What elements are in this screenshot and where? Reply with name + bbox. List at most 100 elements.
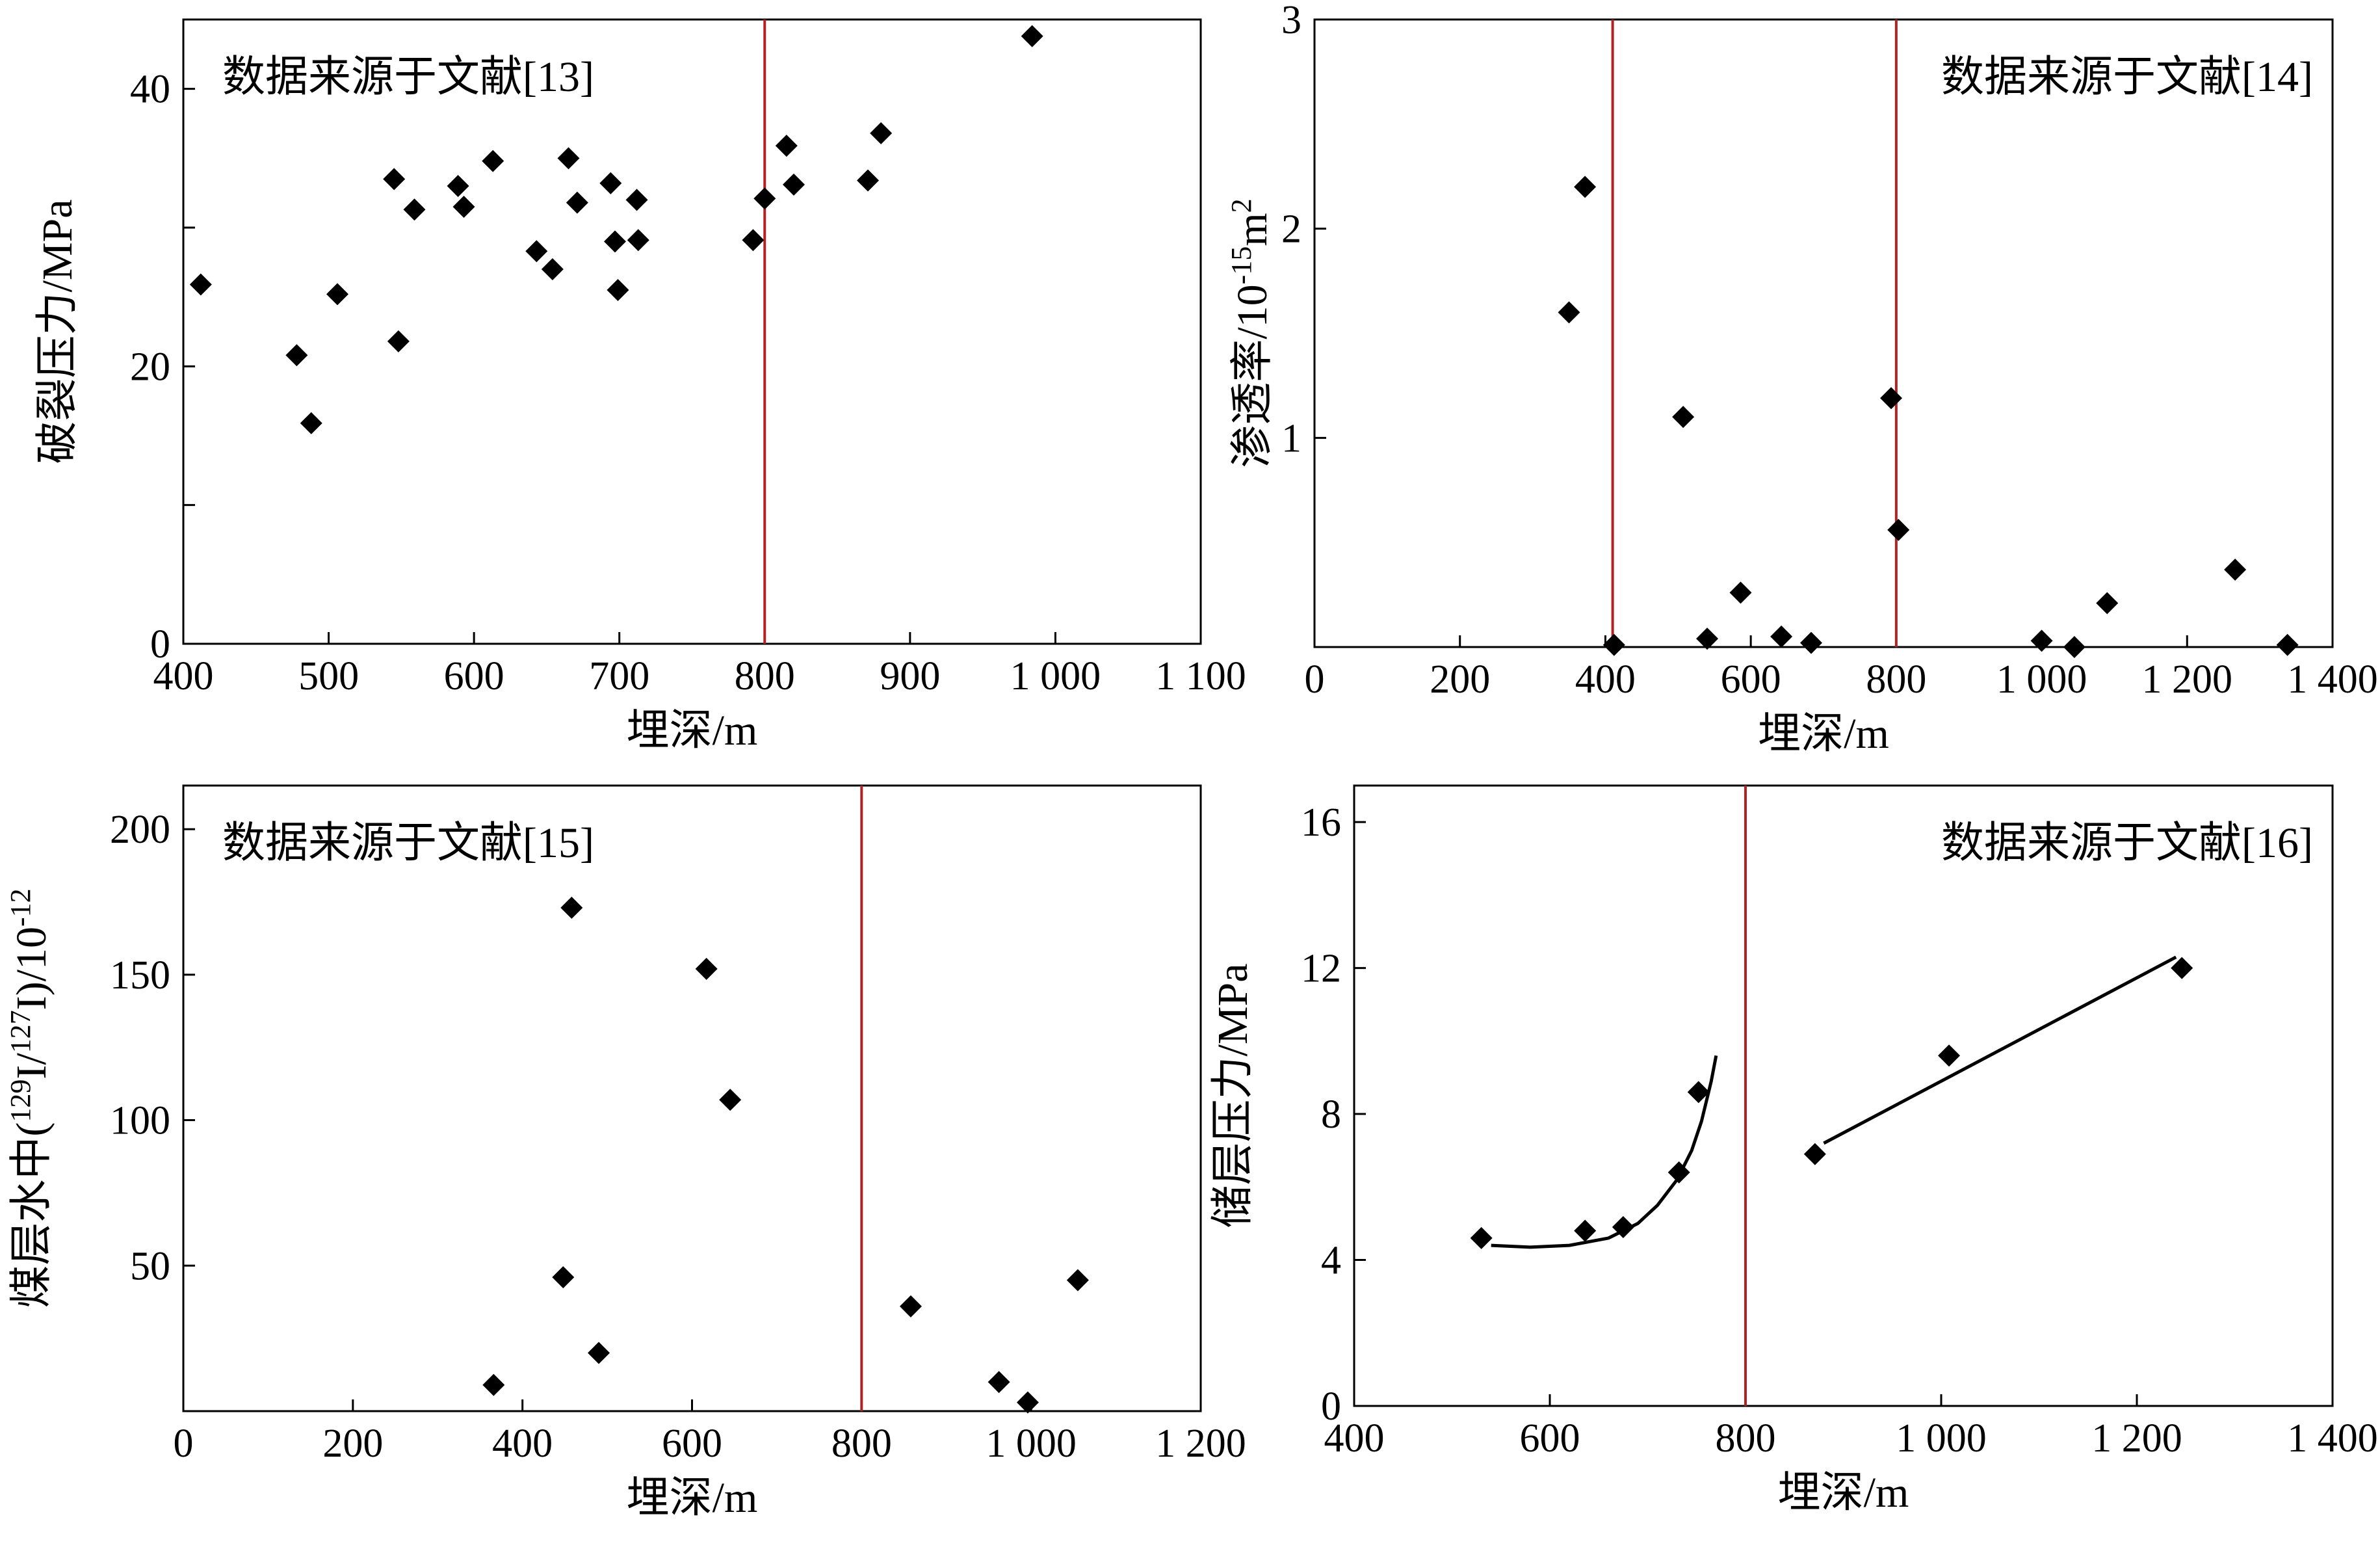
data-point [899,1295,922,1317]
data-point [1016,1391,1039,1414]
y-tick-label: 2 [1281,207,1301,252]
x-tick-label: 1 400 [2287,1416,2378,1461]
x-tick-label: 600 [1721,657,1781,702]
data-point [1066,1269,1089,1291]
data-point [383,168,406,191]
x-tick-label: 600 [444,654,504,698]
x-tick-label: 700 [589,654,649,698]
x-tick-label: 1 000 [1896,1416,1987,1461]
data-point [566,191,588,214]
plot-frame [1353,784,2334,1407]
y-axis-label: 渗透率/10-15m2 [1225,198,1277,468]
data-point [403,198,426,221]
data-point [1574,1219,1597,1242]
x-tick-label: 1 200 [2142,657,2233,702]
data-point [482,150,504,172]
data-point [1558,301,1580,324]
fit-curve [1823,955,2177,1145]
y-tick-label: 0 [150,622,170,667]
x-axis-label: 埋深/m [1758,710,1889,758]
data-point [783,173,805,196]
data-point [326,283,348,306]
y-tick-label: 3 [1281,0,1301,42]
y-tick-label: 16 [1301,801,1341,845]
data-point [857,169,880,192]
data-point [2171,957,2193,979]
x-tick-label: 200 [1430,657,1490,702]
x-tick-label: 0 [1305,657,1325,702]
y-axis-label: 煤层水中(129I/127I)/10-12 [5,888,56,1308]
data-point [1574,176,1597,198]
y-tick-label: 50 [130,1244,170,1288]
x-tick-label: 400 [492,1422,553,1466]
x-tick-label: 1 200 [1155,1422,1246,1466]
y-tick-label: 1 [1281,416,1301,460]
data-point [987,1371,1010,1394]
x-tick-label: 800 [1716,1416,1776,1461]
x-tick-label: 0 [174,1422,194,1466]
x-axis-label: 埋深/m [627,1474,758,1522]
data-point [2030,629,2053,652]
data-point [552,1266,575,1289]
data-point [1803,1143,1826,1165]
data-point [2276,633,2299,656]
plot-frame [182,784,1202,1412]
data-point [560,896,583,919]
data-point [719,1089,742,1111]
data-point [2063,636,2086,658]
data-point [695,957,718,980]
x-tick-label: 500 [298,654,359,698]
data-point [1672,406,1695,429]
fit-curve [1491,1055,1718,1249]
source-annotation: 数据来源于文献[15] [222,819,594,867]
y-tick-label: 0 [1321,1384,1341,1429]
data-point [625,189,648,211]
y-axis-label: 储层压力/MPa [1209,963,1257,1228]
data-point [525,240,548,263]
x-tick-label: 800 [831,1422,892,1466]
source-annotation: 数据来源于文献[14] [1941,53,2313,101]
x-tick-label: 200 [322,1422,383,1466]
x-tick-label: 1 100 [1155,654,1246,698]
panel-reservoir-pressure: 400 600 800 1 000 1 200 1 400 0 4 8 12 16 数据来源于文献[1… [1209,784,2378,1516]
data-point [1880,387,1903,410]
x-tick-label: 400 [153,654,214,698]
data-point [604,230,627,253]
x-tick-label: 900 [880,654,940,698]
plot-frame [1313,18,2334,648]
data-point [753,187,776,210]
x-tick-label: 800 [735,654,795,698]
panel-permeability: 0 200 400 600 800 1 000 1 200 1 400 1 2 3 数据来源于文献[1… [1225,0,2378,758]
x-tick-label: 1 200 [2091,1416,2182,1461]
data-point [541,258,564,280]
data-point [1667,1161,1690,1184]
data-point [452,196,475,218]
x-tick-label: 400 [1575,657,1636,702]
data-point [588,1342,610,1364]
x-tick-label: 1 000 [986,1422,1077,1466]
data-point [607,279,629,301]
data-point [189,273,212,296]
x-tick-label: 1 000 [1010,654,1101,698]
y-tick-label: 8 [1321,1092,1341,1137]
data-point [447,175,469,197]
data-point [1799,631,1822,654]
data-point [1470,1226,1493,1249]
data-point [1729,581,1752,604]
data-point [775,135,798,157]
data-point [870,122,893,144]
y-axis-label: 破裂压力/MPa [34,199,81,464]
x-axis-label: 埋深/m [627,707,758,754]
data-point [1602,633,1625,656]
data-point [300,412,322,434]
data-point [2096,592,2119,615]
y-tick-label: 100 [110,1099,170,1143]
data-point [1612,1216,1634,1239]
y-tick-label: 12 [1301,947,1341,991]
data-point [1887,518,1910,541]
source-annotation: 数据来源于文献[13] [222,53,594,101]
y-tick-label: 150 [110,953,170,998]
x-tick-label: 1 400 [2287,657,2378,702]
